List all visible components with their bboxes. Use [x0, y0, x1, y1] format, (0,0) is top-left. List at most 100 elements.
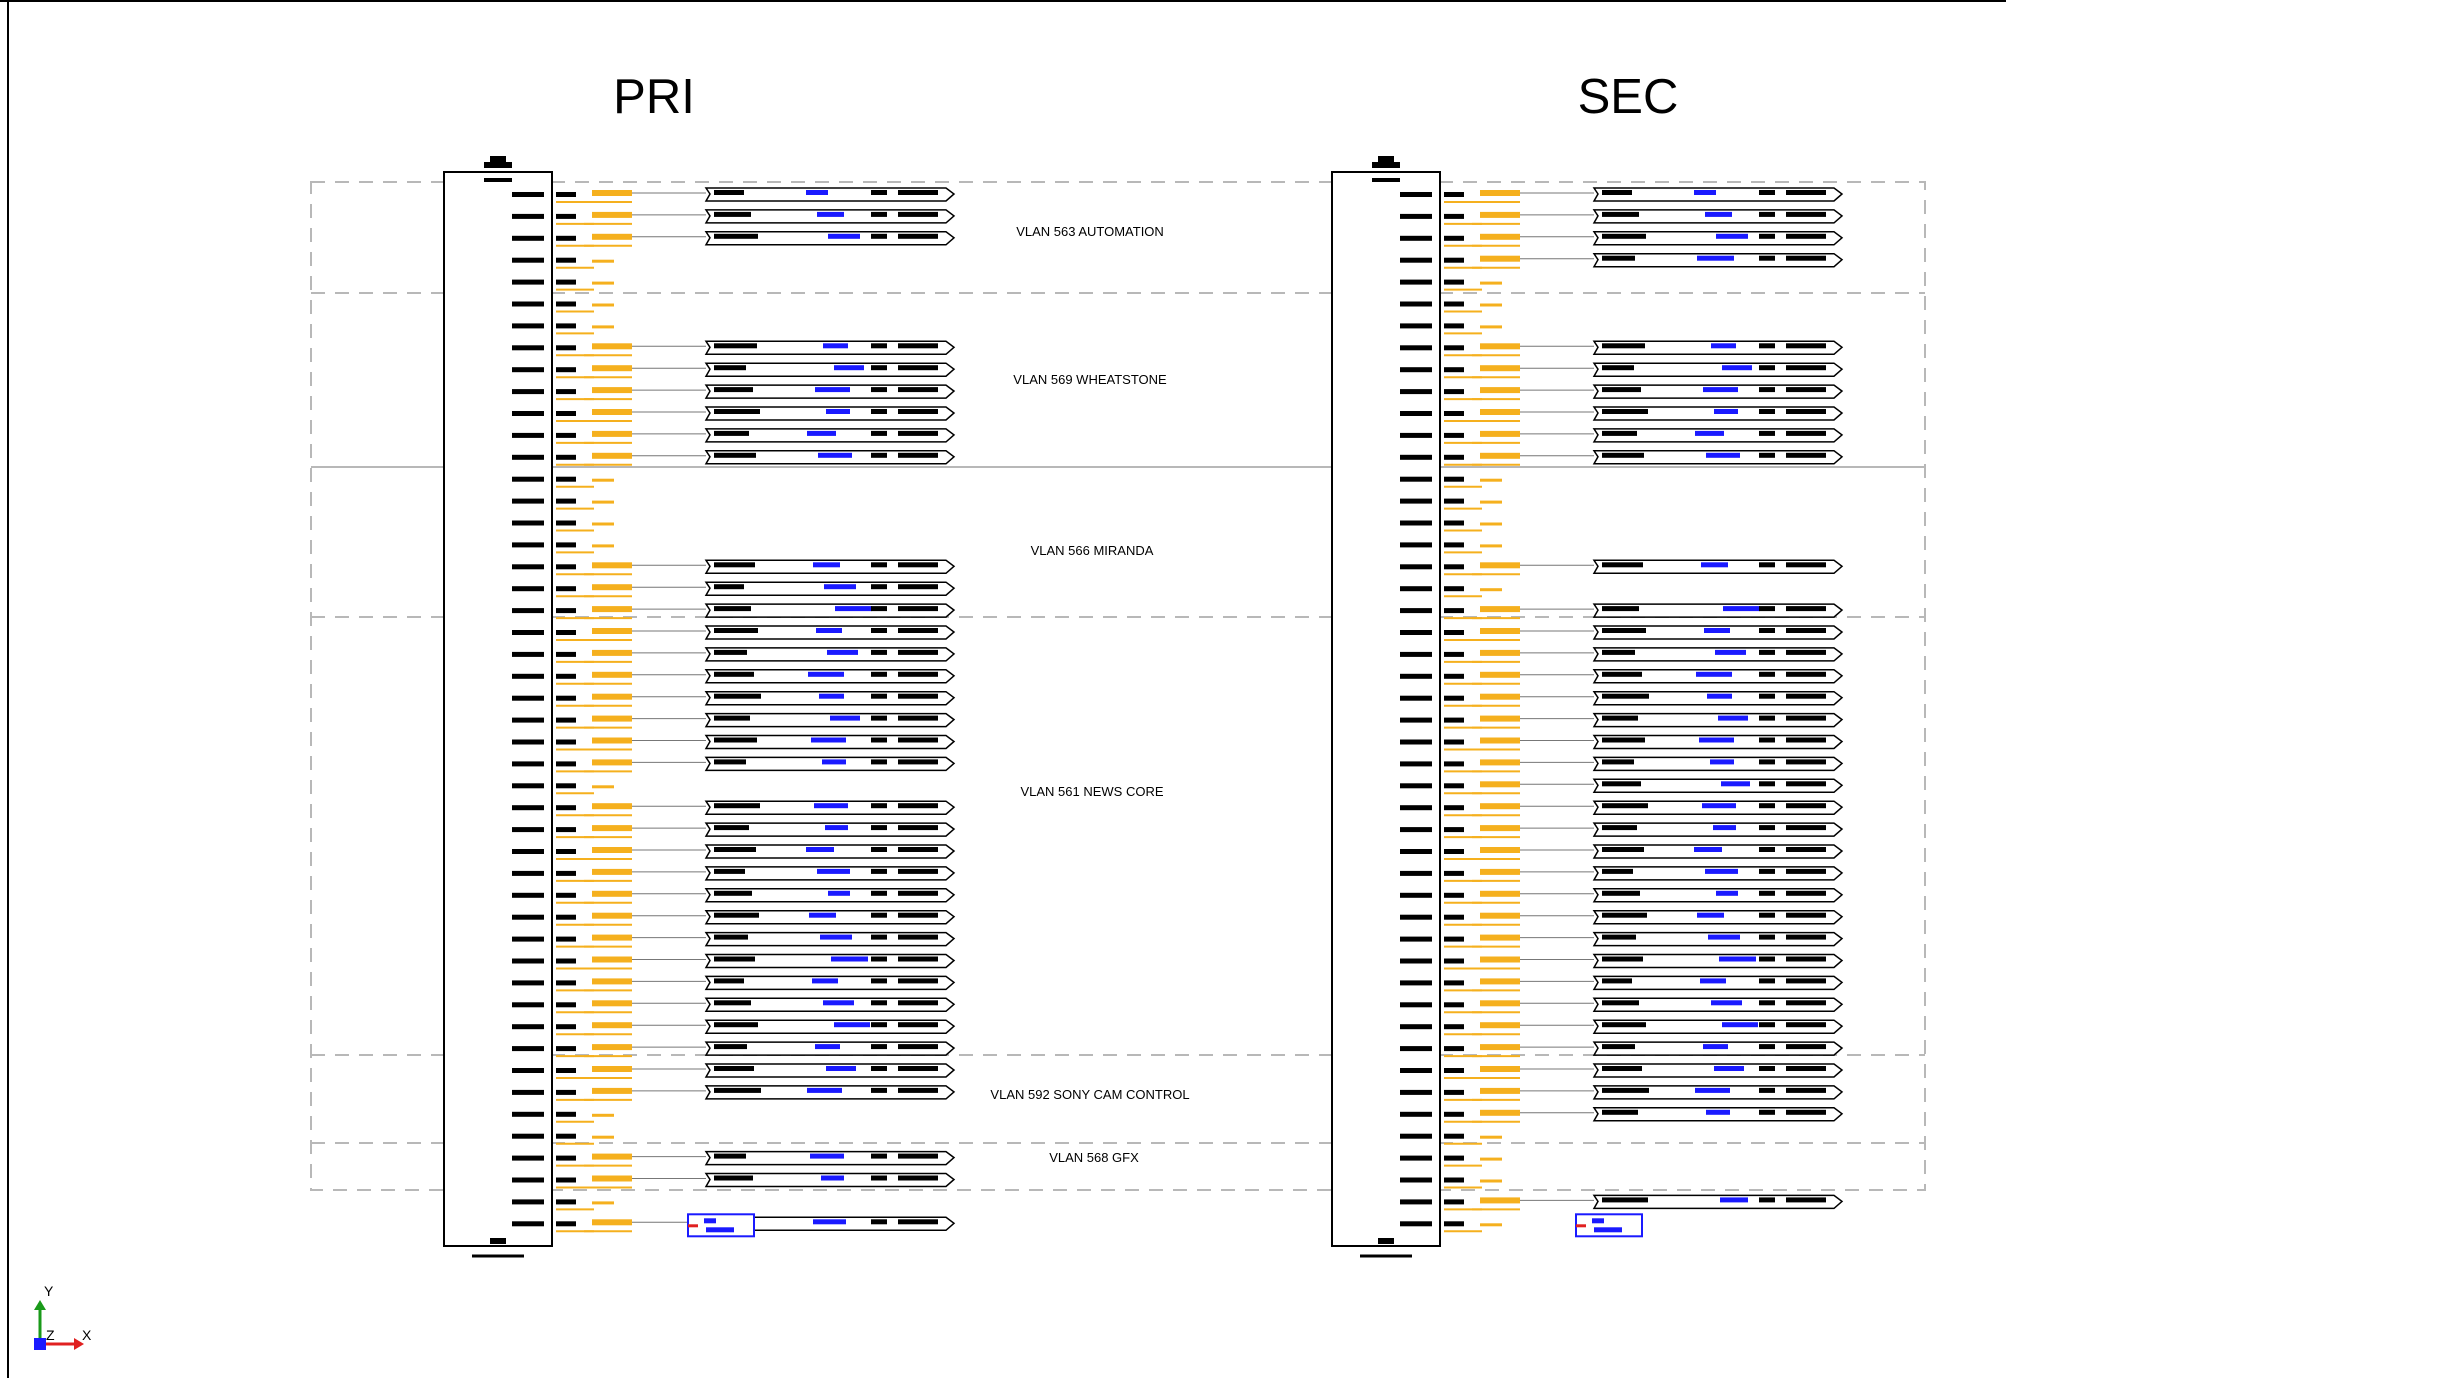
cable-label-text — [1602, 190, 1632, 195]
cable-label-text — [1602, 737, 1645, 743]
cable-label-text — [871, 1087, 887, 1093]
cable-label-text — [1602, 868, 1633, 874]
port-slot — [1400, 892, 1432, 898]
port-slot — [1400, 651, 1432, 657]
port-stub — [1444, 279, 1464, 285]
cable-label-tag — [704, 1019, 956, 1034]
patch-block — [592, 649, 632, 656]
cable-label-text — [1759, 1022, 1775, 1028]
cable-label-text — [1602, 781, 1641, 787]
port-stub — [1444, 213, 1464, 219]
port-stub — [1444, 432, 1464, 438]
cable-label-text — [714, 430, 749, 436]
port-slot — [1400, 783, 1432, 789]
port-stub — [556, 1002, 576, 1008]
cable-label-text — [714, 562, 755, 568]
cable-label-accent — [834, 1022, 870, 1028]
port-stub — [556, 192, 576, 197]
patch-block — [1480, 1022, 1520, 1029]
cable-label-accent — [1708, 934, 1740, 940]
cable-label-accent — [1702, 803, 1736, 809]
cable-label-accent — [827, 649, 858, 655]
cable-label-text — [1786, 912, 1826, 918]
port-slot — [512, 1133, 544, 1139]
patch-block — [592, 693, 632, 700]
cable-label-text — [898, 233, 938, 239]
patch-block — [592, 1044, 632, 1051]
cable-label-text — [714, 343, 757, 349]
cable-label-accent — [824, 584, 856, 590]
patch-stub-empty — [592, 303, 614, 307]
cable-label-text — [1602, 649, 1635, 655]
cable-label-text — [1786, 890, 1826, 896]
cable-label-accent — [1706, 1109, 1730, 1115]
patch-stub-empty — [592, 325, 614, 329]
port-stub — [556, 389, 576, 395]
patch-stub-empty — [1480, 544, 1502, 548]
cable-label-text — [898, 584, 938, 590]
patch-block — [592, 190, 632, 196]
cable-label-text — [898, 847, 938, 852]
patch-block — [592, 912, 632, 919]
patch-stub-empty — [1480, 500, 1502, 504]
cable-label-accent — [814, 803, 848, 809]
patch-block — [1480, 1000, 1520, 1007]
patch-stub-empty — [1480, 281, 1502, 285]
cable-label-text — [898, 868, 938, 874]
cable-label-text — [714, 606, 751, 612]
port-slot — [512, 432, 544, 438]
port-stub — [1444, 1133, 1464, 1139]
patch-stub-empty — [1480, 478, 1502, 482]
cable-label-accent — [831, 956, 868, 962]
vlan-label-automation: VLAN 563 AUTOMATION — [1016, 224, 1164, 239]
port-slot — [512, 1068, 544, 1073]
cable-label-text — [898, 562, 938, 568]
patch-stub-empty — [592, 259, 614, 263]
chassis-top-handle-cap — [490, 156, 506, 162]
cable-label-text — [1759, 956, 1775, 962]
cable-label-text — [1759, 803, 1775, 809]
cable-label-text — [1786, 562, 1826, 568]
cable-label-text — [1602, 934, 1636, 940]
port-slot — [512, 345, 544, 351]
port-slot — [1400, 958, 1432, 964]
port-slot — [512, 520, 544, 526]
cable-label-text — [1759, 825, 1775, 831]
cable-label-accent — [1711, 1000, 1742, 1006]
patch-block — [1480, 934, 1520, 941]
cable-label-text — [1759, 1066, 1775, 1071]
cable-label-text — [871, 562, 887, 568]
device-box-mark — [706, 1227, 734, 1233]
port-slot — [512, 827, 544, 833]
patch-block — [1480, 649, 1520, 656]
cable-label-accent — [818, 452, 852, 458]
cable-label-accent — [812, 978, 838, 984]
chassis-top-handle — [484, 162, 512, 168]
patch-block — [1480, 430, 1520, 437]
cable-label-tag — [1592, 1019, 1844, 1034]
sec-switch-panel[interactable] — [1331, 156, 1844, 1258]
port-slot — [1400, 761, 1432, 767]
cable-label-text — [1759, 1087, 1775, 1093]
port-stub — [556, 345, 576, 351]
cable-label-text — [1759, 190, 1775, 195]
port-slot — [512, 564, 544, 570]
port-slot — [1400, 389, 1432, 395]
cable-label-accent — [1699, 737, 1734, 743]
port-stub — [556, 520, 576, 526]
cable-label-text — [1786, 649, 1826, 655]
cable-label-text — [898, 1087, 938, 1093]
vlan-label-gfx: VLAN 568 GFX — [1049, 1150, 1139, 1165]
port-stub — [556, 235, 576, 241]
patch-stub-empty — [592, 281, 614, 285]
port-slot — [1400, 717, 1432, 723]
cable-label-tag — [704, 187, 956, 202]
cable-label-accent — [1722, 1022, 1758, 1028]
port-slot — [1400, 1111, 1432, 1117]
port-slot — [512, 476, 544, 482]
cable-label-text — [1786, 693, 1826, 699]
port-stub — [1444, 564, 1464, 570]
cable-label-accent — [1707, 693, 1732, 699]
pri-switch-panel[interactable] — [443, 156, 956, 1258]
